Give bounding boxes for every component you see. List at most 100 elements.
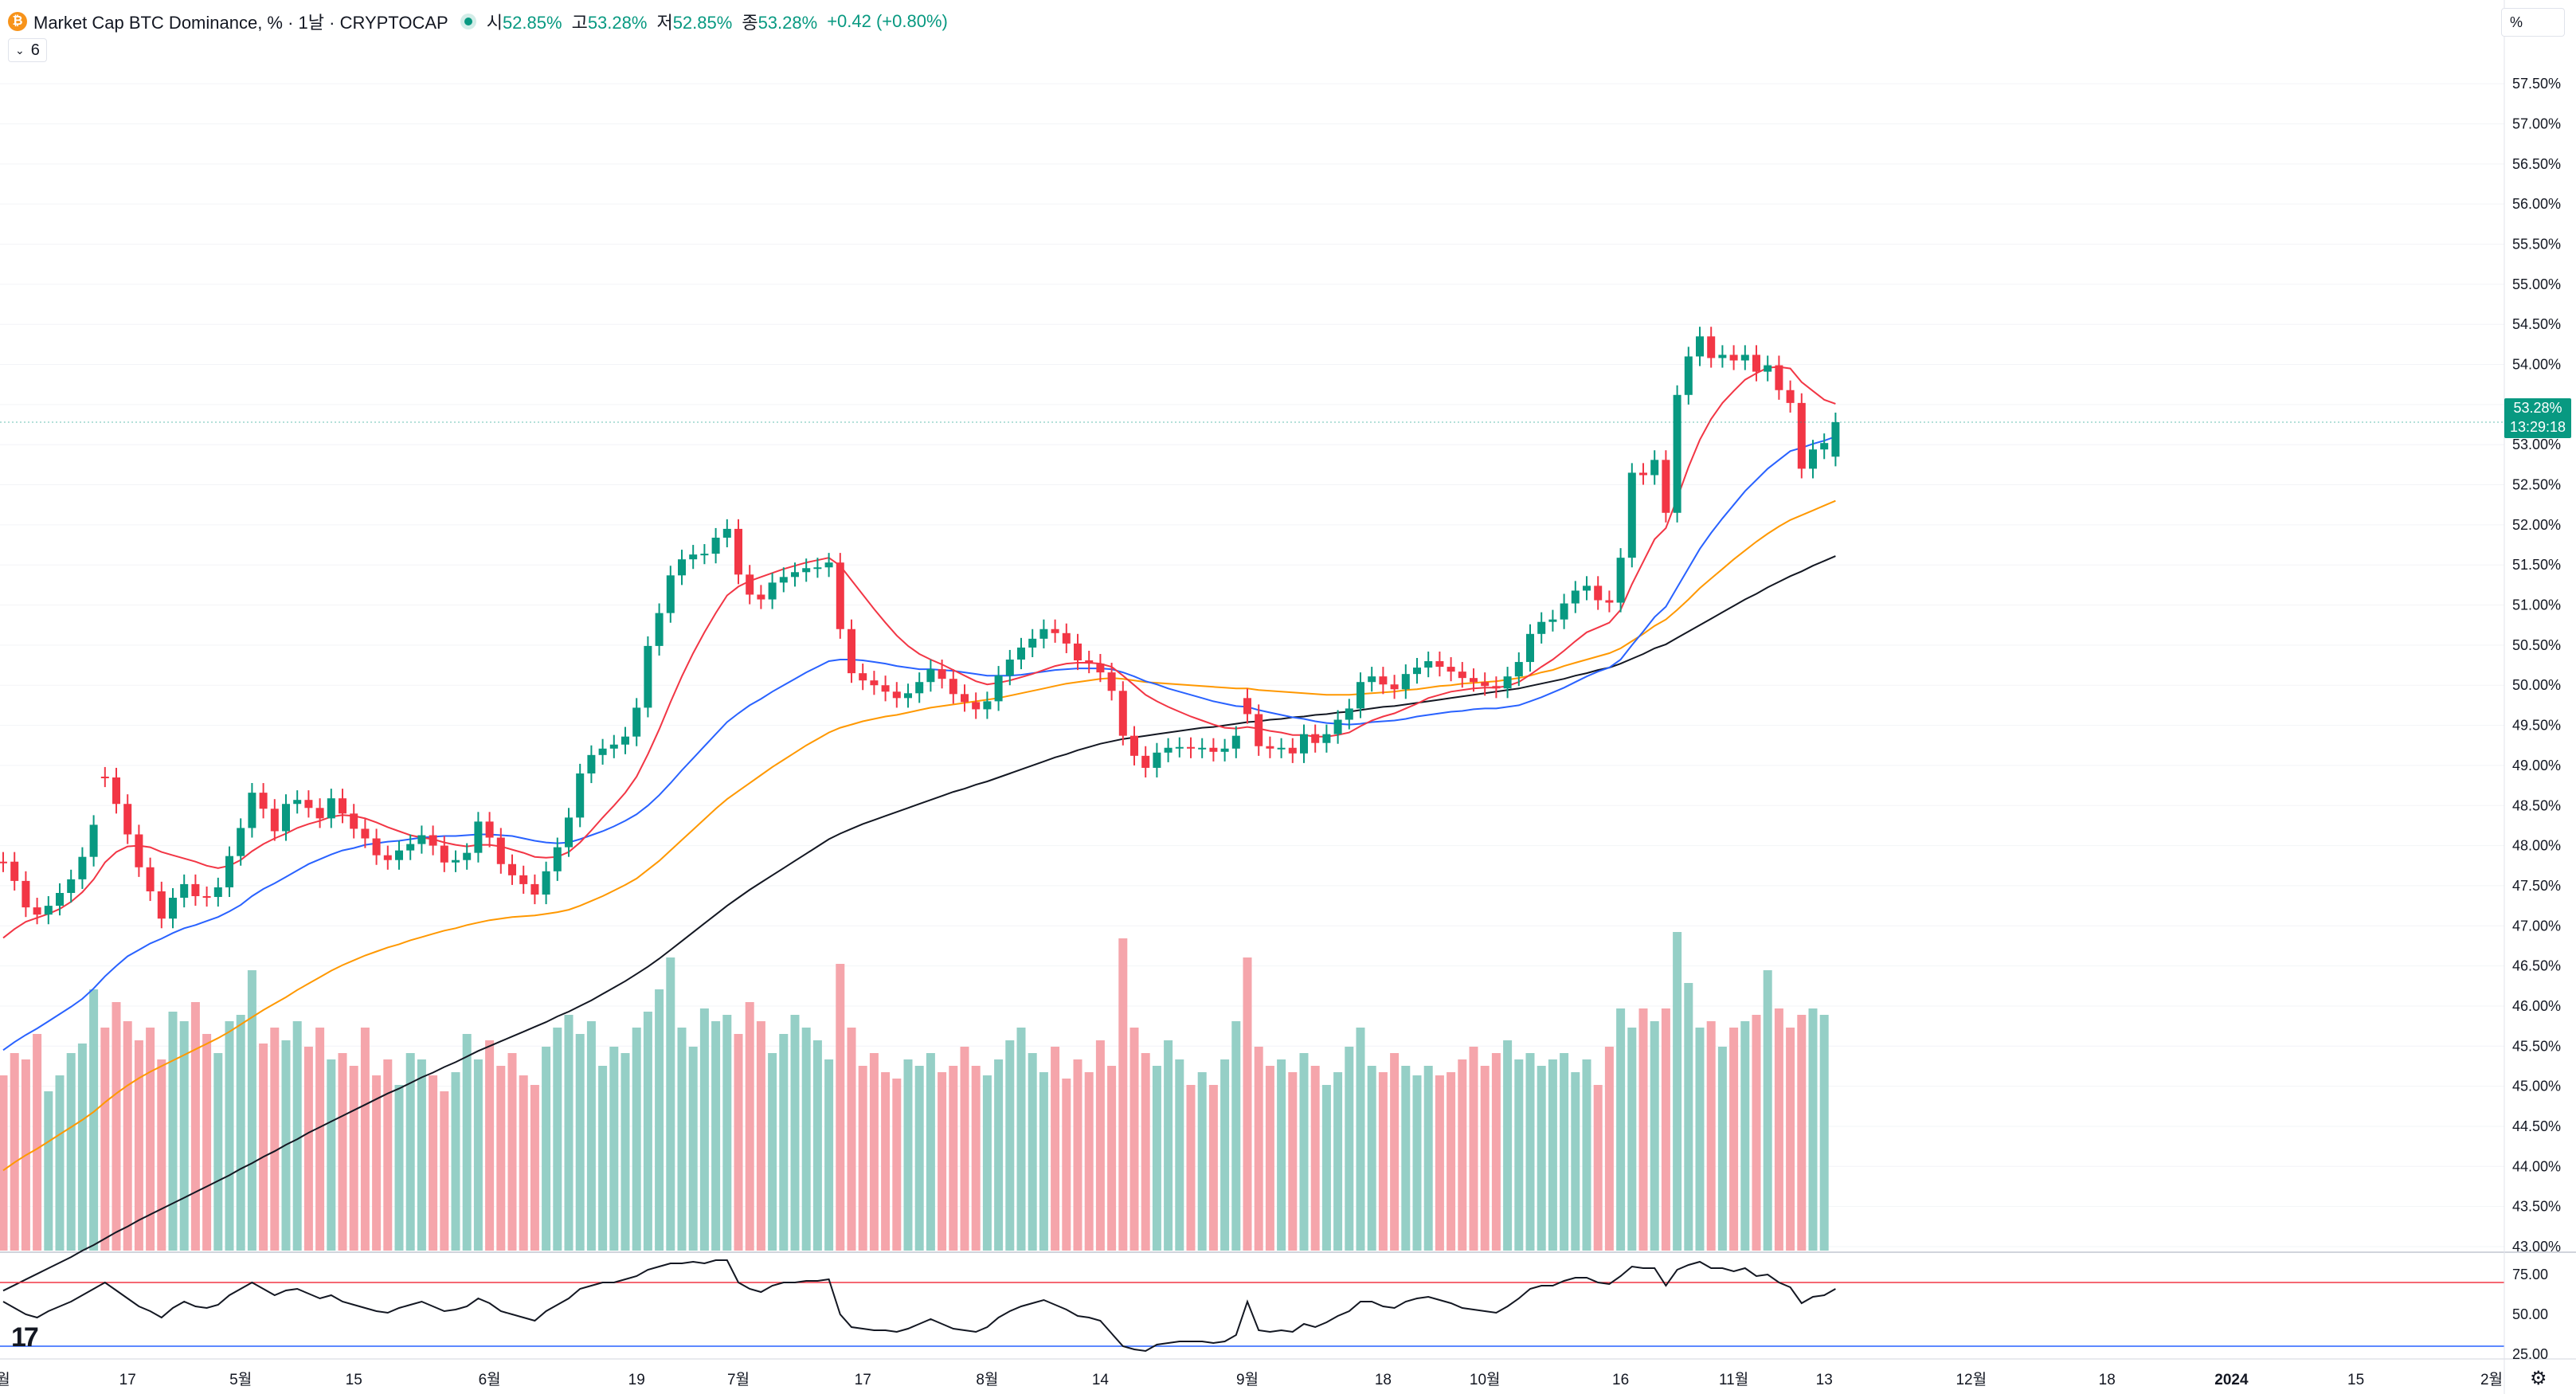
candle-body	[1255, 714, 1263, 746]
volume-bar	[1118, 938, 1128, 1251]
volume-bar	[1616, 1008, 1626, 1251]
time-tick-label: 8월	[976, 1371, 998, 1388]
volume-bar	[1458, 1059, 1467, 1251]
candle-body	[1028, 638, 1037, 648]
rsi-line	[2, 1259, 1836, 1353]
candle-body	[327, 798, 335, 819]
volume-bar	[66, 1053, 76, 1251]
candle-body	[644, 645, 652, 708]
candle-body	[711, 537, 720, 554]
volume-bar	[383, 1059, 393, 1251]
candle-body	[417, 835, 426, 844]
volume-bar	[1062, 1079, 1071, 1251]
candle-body	[655, 613, 664, 646]
candle-body	[1153, 752, 1161, 768]
time-tick-label: 19	[628, 1372, 645, 1388]
price-tick-label: 56.50%	[2512, 156, 2561, 172]
volume-bar	[530, 1085, 539, 1251]
candle-body	[1107, 672, 1116, 691]
candle-body	[961, 694, 969, 703]
candle-body	[496, 837, 505, 864]
price-tick-label: 57.50%	[2512, 76, 2561, 92]
volume-bar	[745, 1002, 754, 1251]
volume-bar	[858, 1066, 867, 1251]
candle-body	[339, 798, 346, 814]
volume-bar	[1321, 1085, 1331, 1251]
candle-body	[89, 824, 98, 857]
settings-gear-icon[interactable]: ⚙	[2530, 1368, 2547, 1389]
candle-body	[1085, 660, 1094, 664]
candle-body	[666, 575, 675, 613]
price-tick-label: 45.00%	[2512, 1079, 2561, 1094]
volume-bar	[1638, 1008, 1648, 1251]
candle-body	[565, 817, 573, 848]
rsi-tick-label: 50.00	[2512, 1306, 2548, 1322]
volume-bar	[586, 1021, 596, 1251]
candle-body	[1141, 755, 1150, 768]
volume-bar	[1265, 1066, 1274, 1251]
candle-body	[135, 834, 143, 867]
candle-body	[248, 793, 256, 828]
candle-body	[1401, 674, 1410, 690]
candle-body	[213, 887, 222, 898]
candle-body	[169, 898, 177, 919]
candle-body	[1605, 600, 1614, 603]
candle-body	[1616, 558, 1625, 603]
indicators-toggle-button[interactable]: ⌄ 6	[8, 38, 47, 62]
price-axis[interactable]: 57.50% 57.00% 56.50% 56.00% 55.50% 55.00% 54.5…	[2504, 0, 2561, 1394]
candlesticks	[0, 327, 1840, 929]
candle-body	[350, 813, 358, 829]
volume-bar	[801, 1028, 811, 1251]
volume-bar	[270, 1028, 280, 1251]
candle-body	[1333, 719, 1342, 734]
volume-bar	[903, 1059, 913, 1251]
volume-bar	[146, 1028, 155, 1251]
price-tick-label: 43.00%	[2512, 1239, 2561, 1255]
volume-bar	[1514, 1059, 1524, 1251]
volume-bar	[55, 1075, 65, 1251]
percent-scale-button[interactable]: %	[2501, 8, 2565, 37]
volume-bar	[699, 1008, 709, 1251]
volume-bar	[1243, 957, 1252, 1251]
candle-body	[1231, 735, 1240, 749]
volume-bar	[1401, 1066, 1411, 1251]
candle-body	[722, 528, 731, 538]
volume-bar	[1808, 1008, 1818, 1251]
candle-body	[1470, 678, 1478, 683]
time-tick-label: 18	[2099, 1372, 2116, 1388]
volume-bar	[507, 1053, 517, 1251]
candle-body	[1548, 619, 1557, 622]
symbol-title[interactable]: Market Cap BTC Dominance, % · 1날 · CRYPT…	[33, 13, 448, 33]
candle-body	[1357, 682, 1364, 709]
volume-bar	[1435, 1075, 1444, 1251]
moving-averages	[2, 366, 1836, 1292]
volume-bar	[994, 1059, 1004, 1251]
volume-bar	[768, 1053, 777, 1251]
candle-body	[1571, 590, 1580, 604]
candle-body	[1096, 664, 1105, 673]
candle-body	[383, 855, 392, 860]
volume-bar	[123, 1021, 132, 1251]
volume-bar	[1028, 1053, 1037, 1251]
volume-bar	[292, 1021, 302, 1251]
volume-bar	[372, 1075, 382, 1251]
time-axis[interactable]: 월 17 5월 15 6월 19 7월 17 8월 14 9월 18 10월 16 11월 13 12월 18 20…	[0, 1371, 2503, 1388]
volume-bar	[1197, 1072, 1207, 1251]
bitcoin-icon: ₿	[8, 12, 27, 31]
price-tick-label: 50.00%	[2512, 677, 2561, 693]
candle-body	[1220, 748, 1229, 752]
tradingview-logo[interactable]: 17	[11, 1322, 39, 1353]
price-tick-label: 53.00%	[2512, 437, 2561, 452]
candle-body	[678, 559, 686, 576]
candle-body	[1345, 708, 1353, 720]
candle-body	[576, 773, 585, 818]
volume-bar	[722, 1015, 732, 1251]
candle-body	[1514, 662, 1523, 677]
time-tick-label: 5월	[229, 1371, 252, 1388]
volume-bar	[926, 1053, 935, 1251]
volume-bar	[405, 1053, 415, 1251]
volume-bar	[519, 1075, 528, 1251]
volume-bar	[1706, 1021, 1716, 1251]
candle-body	[1390, 684, 1399, 690]
